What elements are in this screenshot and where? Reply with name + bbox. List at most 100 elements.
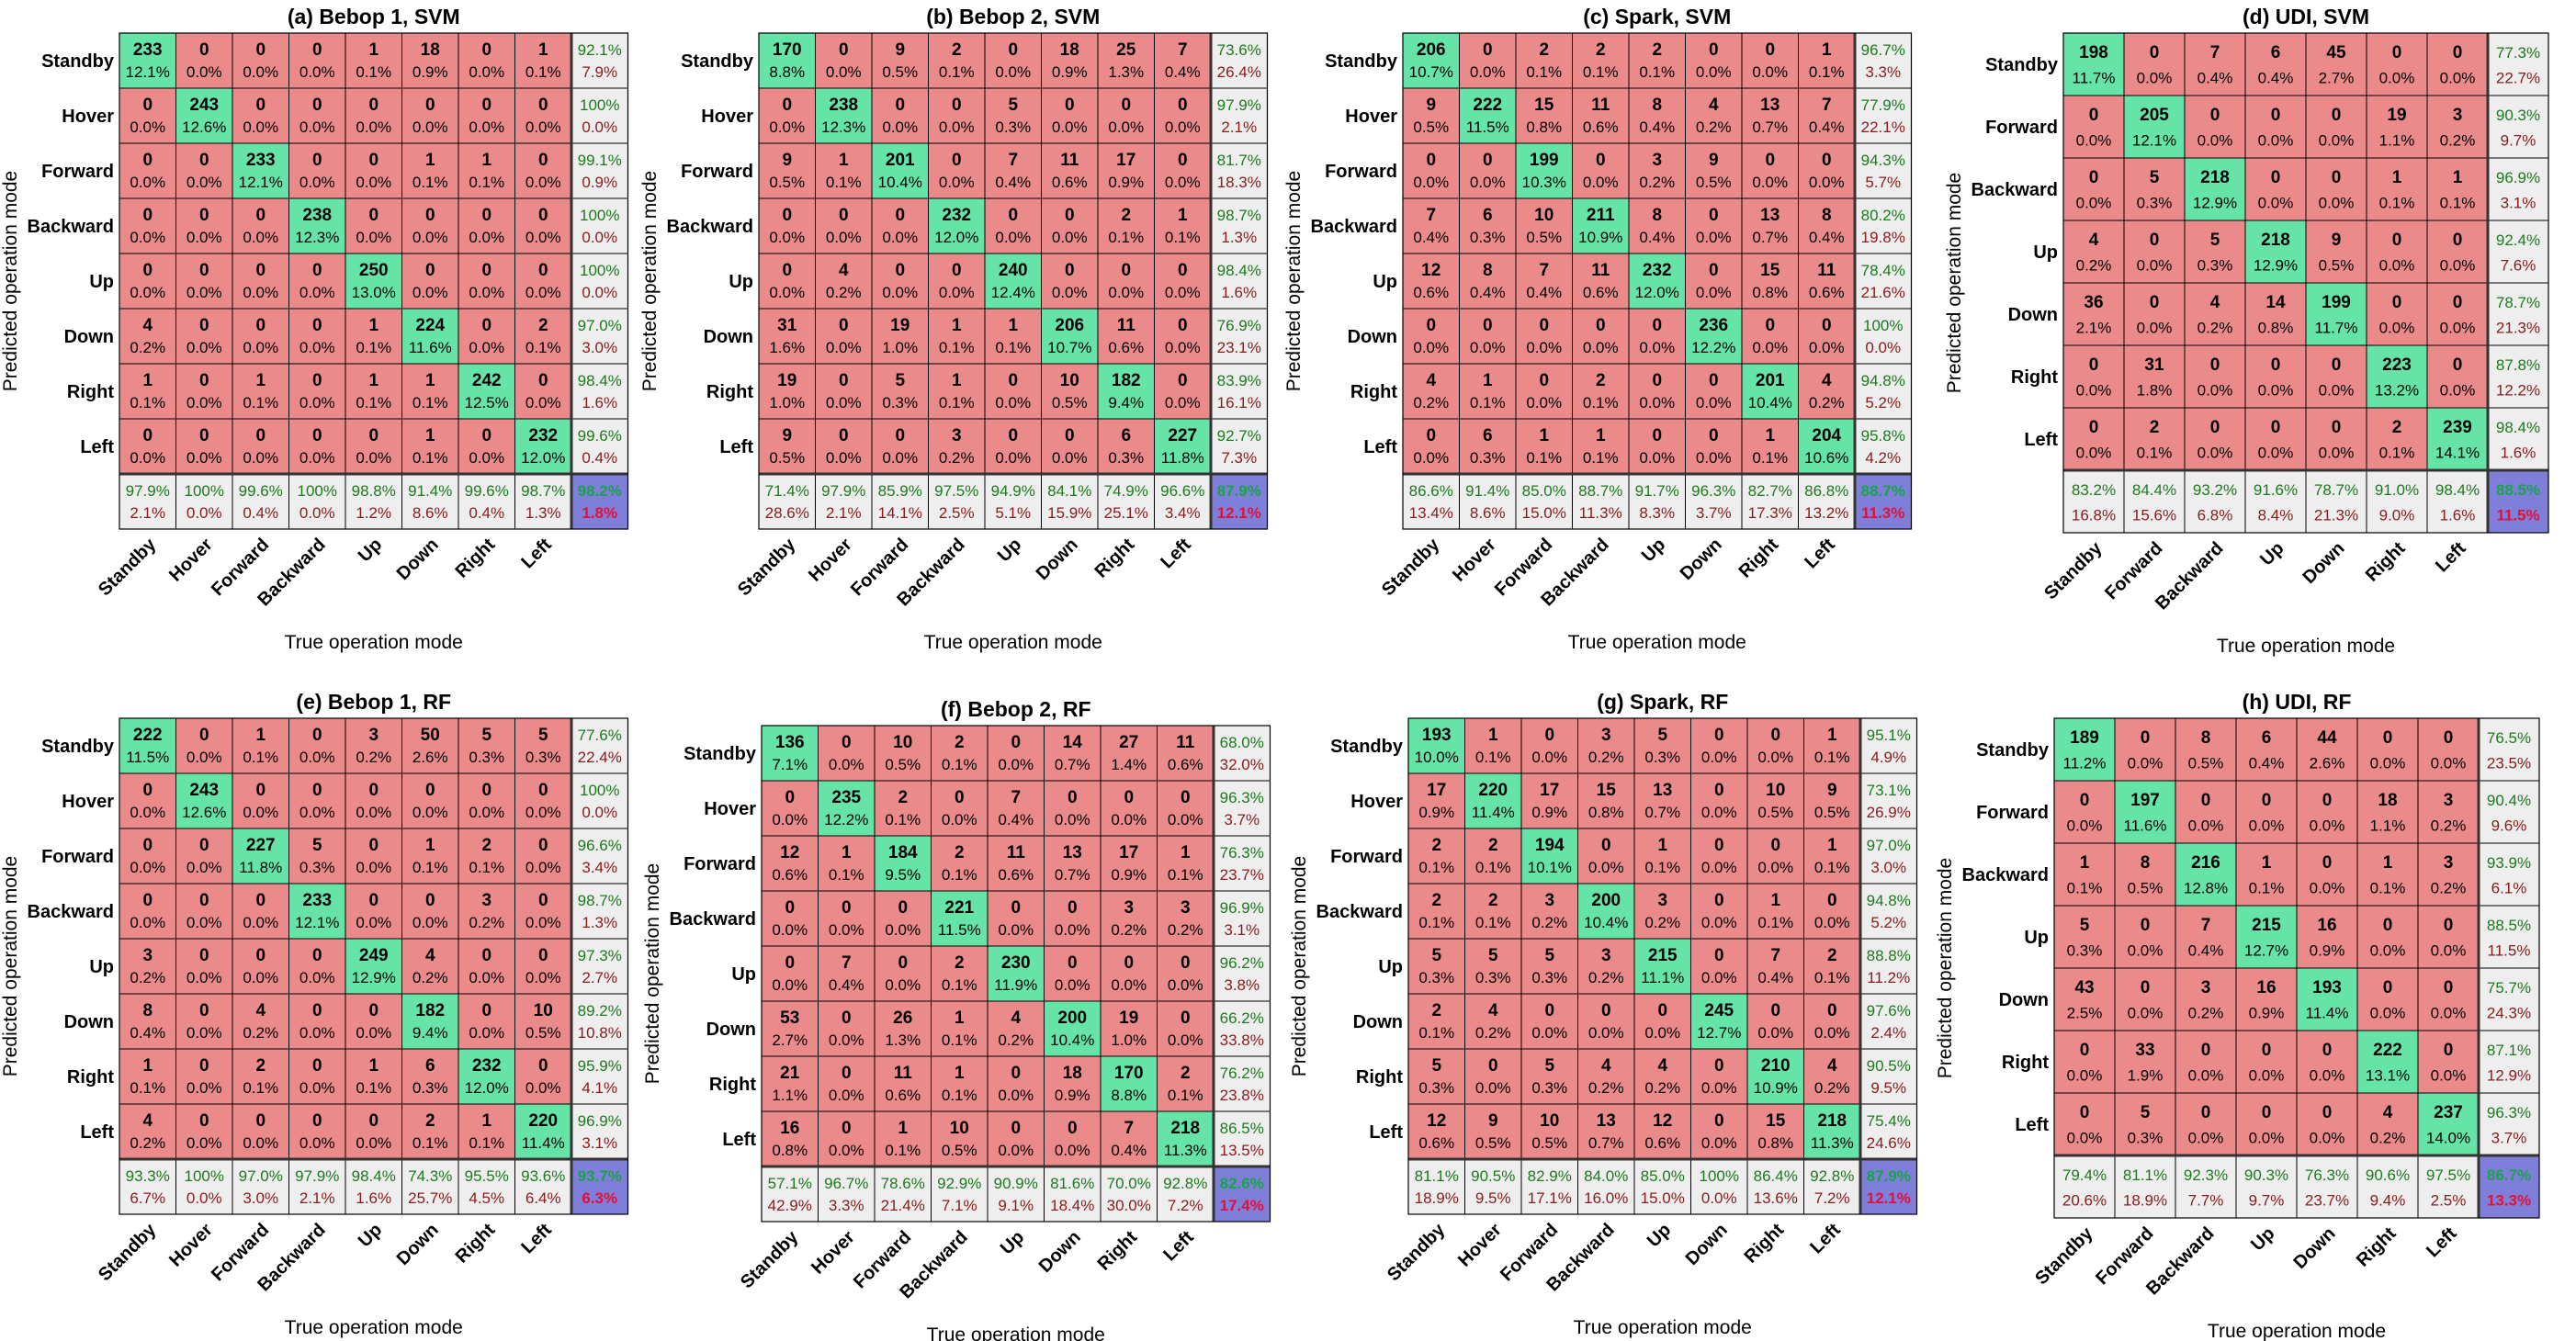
cell-count: 4 xyxy=(2210,293,2220,312)
cell-percent: 0.1% xyxy=(2370,879,2406,896)
row-tick-label: Up xyxy=(729,272,753,292)
cell-count: 0 xyxy=(2322,1103,2333,1122)
cell-percent: 12.7% xyxy=(1697,1024,1741,1042)
offdiagonal-cell xyxy=(2114,717,2176,782)
row-tick-label: Forward xyxy=(1330,847,1403,867)
row-summary-correct: 97.3% xyxy=(578,947,622,964)
cell-count: 0 xyxy=(312,1111,322,1131)
overall-accuracy: 86.7% xyxy=(2487,1166,2531,1184)
offdiagonal-cell xyxy=(288,993,346,1050)
cell-count: 10 xyxy=(950,1119,969,1138)
cell-count: 0 xyxy=(1709,261,1719,280)
cell-percent: 1.1% xyxy=(2379,131,2415,149)
cell-percent: 0.1% xyxy=(1526,63,1562,81)
summary-cell xyxy=(2235,1155,2298,1219)
cell-percent: 0.6% xyxy=(1809,284,1845,301)
cell-count: 19 xyxy=(1119,1009,1138,1028)
offdiagonal-cell xyxy=(1690,1103,1748,1160)
summary-cell xyxy=(1210,418,1268,475)
summary-cell xyxy=(1859,772,1917,829)
cell-percent: 0.1% xyxy=(2440,194,2476,211)
cell-count: 8 xyxy=(2201,728,2211,748)
cell-count: 3 xyxy=(1601,726,1611,745)
cell-count: 0 xyxy=(2089,106,2099,125)
col-tick-label: Down xyxy=(2289,1223,2339,1273)
row-tick-label: Hover xyxy=(62,792,114,812)
cell-count: 0 xyxy=(2383,728,2393,748)
diagonal-cell xyxy=(1690,993,1748,1050)
offdiagonal-cell xyxy=(871,253,929,310)
col-summary-error: 16.8% xyxy=(2072,506,2116,524)
cell-percent: 0.0% xyxy=(2440,381,2476,399)
cell-percent: 0.1% xyxy=(243,1079,278,1097)
cell-count: 0 xyxy=(2210,418,2220,437)
cell-count: 4 xyxy=(142,1111,153,1131)
cell-percent: 0.0% xyxy=(1475,1079,1511,1097)
row-tick-label: Hover xyxy=(1350,792,1403,812)
col-summary-correct: 92.8% xyxy=(1163,1175,1207,1192)
row-summary-error: 0.0% xyxy=(582,284,617,301)
cell-percent: 0.6% xyxy=(1583,118,1619,136)
offdiagonal-cell xyxy=(874,945,932,1002)
cell-percent: 0.0% xyxy=(1052,449,1088,467)
cell-percent: 0.1% xyxy=(1752,449,1788,467)
cell-percent: 0.0% xyxy=(2370,941,2406,959)
offdiagonal-cell xyxy=(288,1048,346,1105)
cell-percent: 0.9% xyxy=(1055,1087,1090,1104)
row-summary-error: 4.2% xyxy=(1865,449,1901,467)
cell-percent: 0.0% xyxy=(1168,1031,1203,1049)
cell-percent: 12.1% xyxy=(295,914,339,931)
row-summary-error: 23.1% xyxy=(1217,339,1261,356)
cell-count: 3 xyxy=(1124,898,1134,918)
cell-count: 0 xyxy=(142,206,153,225)
offdiagonal-cell xyxy=(1041,197,1099,254)
cell-percent: 0.7% xyxy=(1752,229,1788,246)
cell-count: 45 xyxy=(2326,43,2346,62)
row-summary-correct: 73.6% xyxy=(1217,41,1261,59)
cell-percent: 0.3% xyxy=(1531,969,1567,986)
cell-percent: 0.1% xyxy=(1108,229,1144,246)
cell-count: 0 xyxy=(1178,316,1188,335)
cell-count: 223 xyxy=(2382,355,2412,375)
offdiagonal-cell xyxy=(815,363,873,420)
cell-count: 3 xyxy=(142,946,153,965)
cell-percent: 0.0% xyxy=(1052,229,1088,246)
summary-cell xyxy=(458,473,515,530)
cell-percent: 0.9% xyxy=(1052,63,1088,81)
offdiagonal-cell xyxy=(874,725,932,782)
row-summary-correct: 68.0% xyxy=(1220,734,1264,751)
summary-cell xyxy=(1210,142,1268,199)
confusion-matrix-panel-7: (g) Spark, RF19310.0%10.1%00.0%30.2%50.3… xyxy=(1289,690,1918,1338)
diagonal-cell xyxy=(818,780,876,837)
diagonal-cell xyxy=(984,253,1042,310)
cell-count: 0 xyxy=(1181,788,1191,807)
cell-percent: 0.3% xyxy=(299,859,335,876)
diagonal-cell xyxy=(1803,1103,1861,1160)
cell-count: 0 xyxy=(895,261,905,280)
cell-count: 1 xyxy=(1765,426,1775,445)
x-axis-label: True operation mode xyxy=(927,1324,1105,1341)
cell-percent: 0.0% xyxy=(2258,444,2294,461)
cell-count: 7 xyxy=(1426,206,1436,225)
col-summary-correct: 91.0% xyxy=(2375,481,2419,499)
offdiagonal-cell xyxy=(2053,905,2116,969)
col-summary-correct: 97.9% xyxy=(295,1167,339,1185)
cell-percent: 1.3% xyxy=(885,1031,921,1049)
cell-count: 4 xyxy=(1822,371,1832,390)
cell-count: 0 xyxy=(255,781,266,800)
cell-count: 0 xyxy=(481,206,491,225)
row-summary-correct: 76.9% xyxy=(1217,317,1261,334)
summary-cell xyxy=(1213,835,1271,892)
cell-count: 232 xyxy=(472,1056,502,1076)
cell-percent: 0.2% xyxy=(2431,817,2467,834)
offdiagonal-cell xyxy=(2417,780,2480,844)
x-axis-label: True operation mode xyxy=(2208,1321,2386,1341)
col-summary-error: 17.3% xyxy=(1748,504,1792,522)
col-summary-error: 8.6% xyxy=(1470,504,1506,522)
row-tick-label: Standby xyxy=(1330,737,1404,757)
cell-count: 16 xyxy=(2256,978,2276,997)
offdiagonal-cell xyxy=(1157,725,1215,782)
col-summary-correct: 100% xyxy=(185,482,224,500)
x-axis-label: True operation mode xyxy=(1568,632,1746,653)
offdiagonal-cell xyxy=(2426,344,2489,409)
